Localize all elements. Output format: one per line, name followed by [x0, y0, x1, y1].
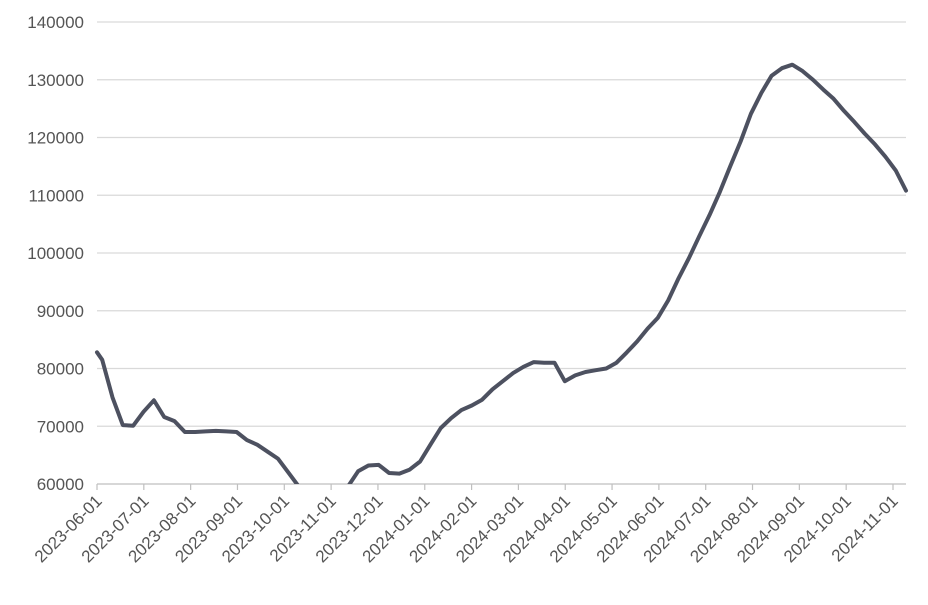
y-tick-label: 100000 — [27, 244, 84, 263]
series-group — [95, 62, 908, 484]
grid-lines — [97, 21, 906, 485]
y-tick-label: 90000 — [37, 302, 84, 321]
y-tick-label: 70000 — [37, 417, 84, 436]
y-tick-label: 140000 — [27, 13, 84, 32]
y-axis: 60000 70000 80000 90000 100000 110000 120000 13… — [27, 13, 84, 494]
x-axis: 2023-06-012023-07-012023-08-012023-09-01… — [31, 484, 902, 566]
y-tick-label: 130000 — [27, 71, 84, 90]
y-tick-label: 60000 — [37, 475, 84, 494]
y-tick-label: 110000 — [29, 186, 84, 205]
y-tick-label: 120000 — [27, 129, 84, 148]
y-tick-label: 80000 — [37, 360, 84, 379]
series-line — [95, 62, 908, 484]
